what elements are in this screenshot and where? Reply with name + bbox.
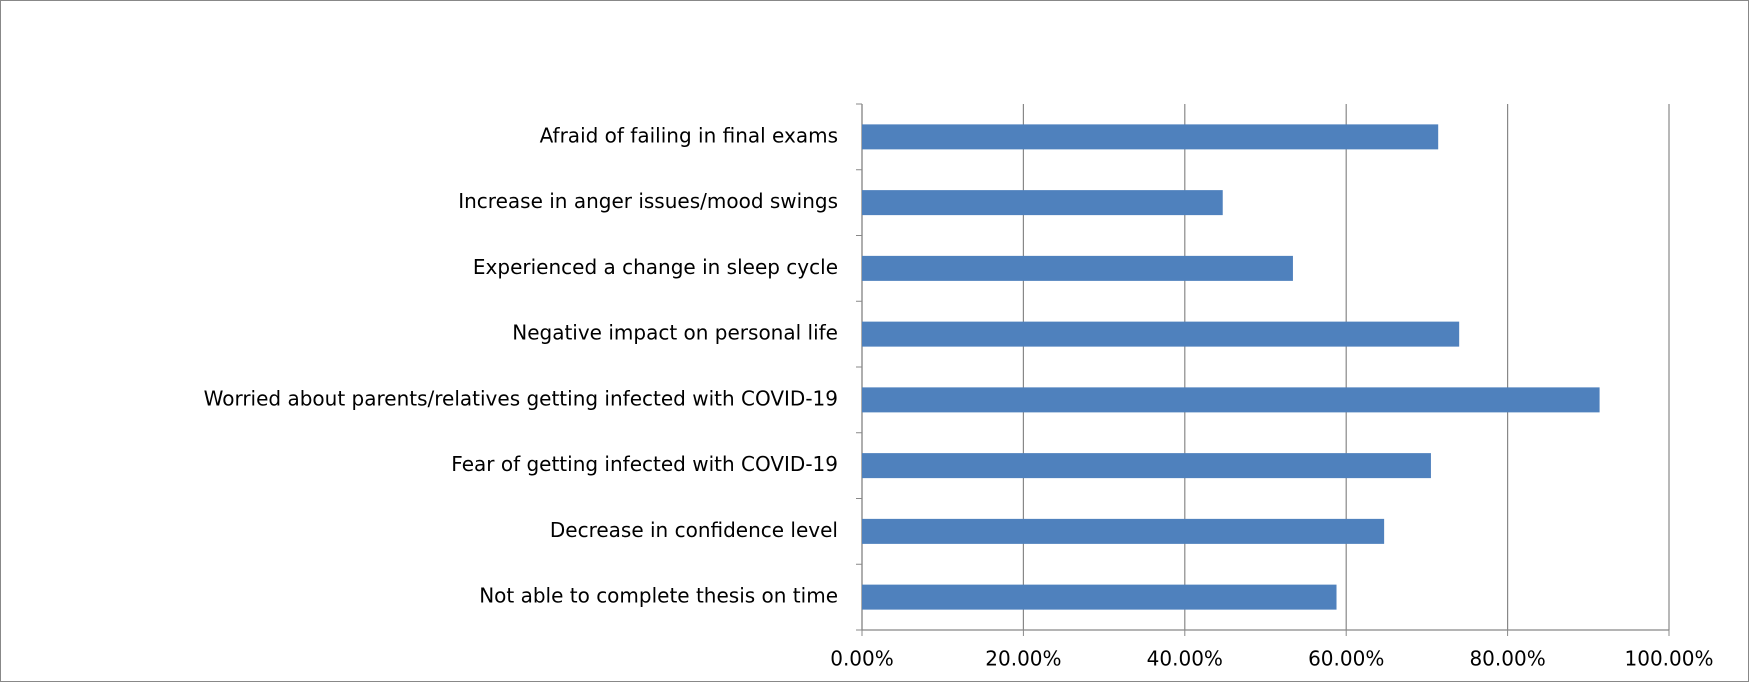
x-tick-label: 60.00% [1308,647,1384,671]
y-tick-label: Negative impact on personal life [512,321,838,345]
y-tick-label: Afraid of failing in final exams [540,123,838,147]
bar [862,453,1431,479]
y-tick-label: Increase in anger issues/mood swings [458,189,838,213]
bar [862,321,1460,347]
x-tick-label: 100.00% [1625,647,1714,671]
bar [862,255,1293,281]
bar [862,584,1337,610]
y-tick-label: Not able to complete thesis on time [479,584,838,608]
bar [862,387,1600,413]
x-tick-label: 0.00% [830,647,894,671]
y-tick-label: Fear of getting infected with COVID-19 [451,452,838,476]
y-tick-label: Worried about parents/relatives getting … [204,386,838,410]
x-tick-label: 80.00% [1469,647,1545,671]
x-tick-label: 20.00% [985,647,1061,671]
y-tick-label: Decrease in confidence level [550,518,838,542]
bar [862,124,1439,150]
x-tick-label: 40.00% [1147,647,1223,671]
bar [862,190,1223,216]
bar [862,518,1385,544]
y-tick-label: Experienced a change in sleep cycle [473,255,838,279]
